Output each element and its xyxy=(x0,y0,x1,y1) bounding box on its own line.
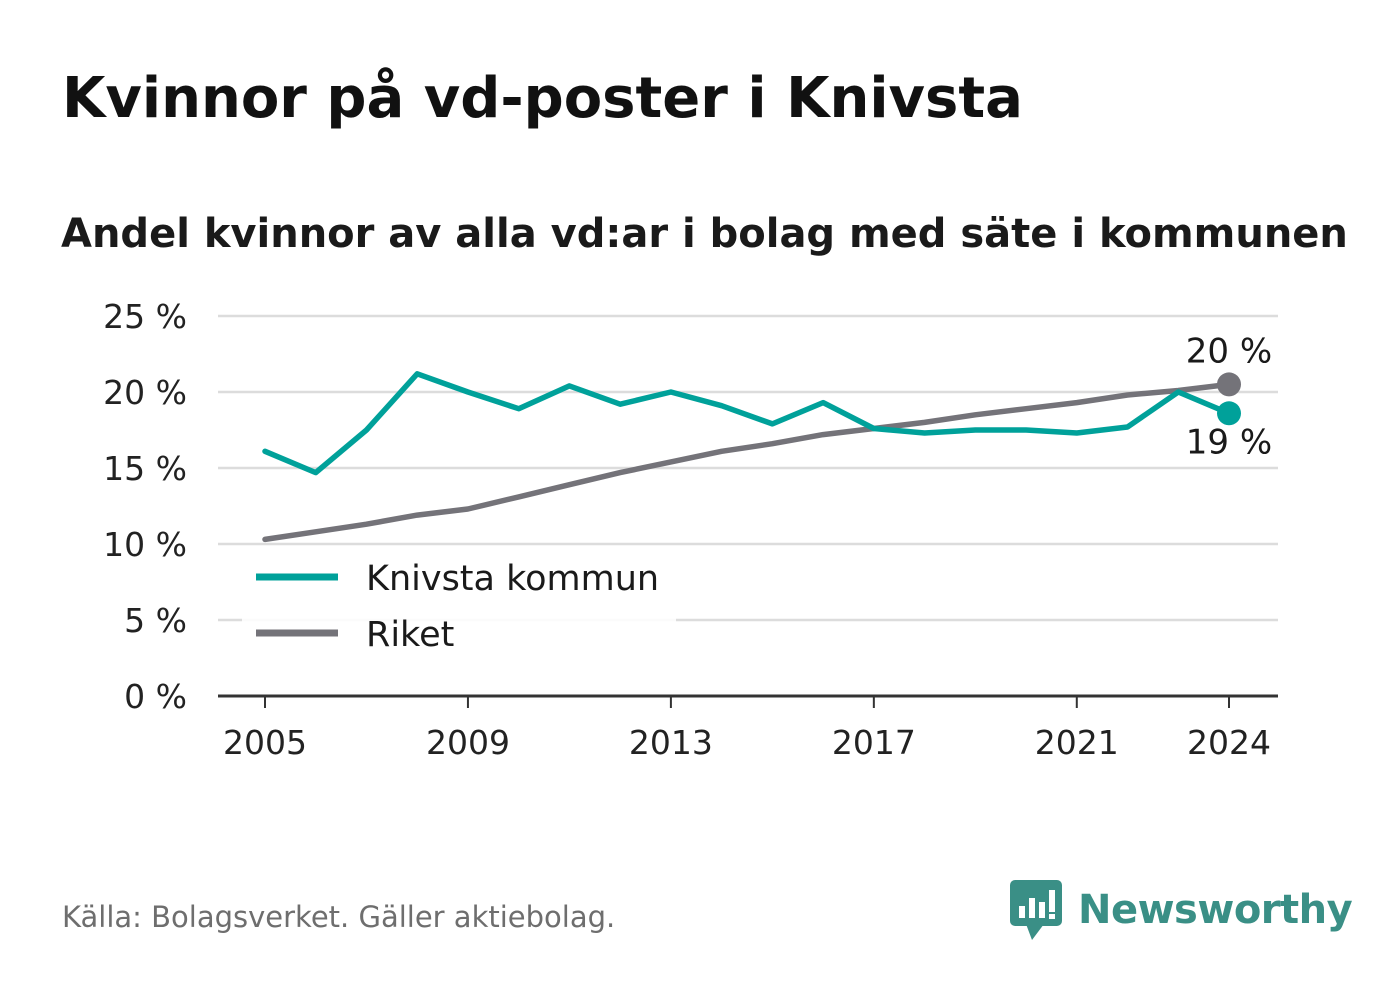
legend-label: Knivsta kommun xyxy=(366,559,659,599)
series-line-0 xyxy=(262,371,1232,476)
legend-label: Riket xyxy=(366,615,454,655)
series-line-1 xyxy=(262,381,1232,543)
line-chart: 0 %5 %10 %15 %20 %25 % 2005 2009 2013 2017 2… xyxy=(103,297,1278,762)
x-tick-label: 2024 xyxy=(1187,723,1271,762)
y-axis-ticks: 0 % 5 % 10 % 15 % 20 % 25 % xyxy=(103,297,187,716)
end-label: 20 % xyxy=(1186,331,1272,371)
x-tick-label: 2005 xyxy=(223,723,307,762)
legend-background xyxy=(242,546,676,664)
y-tick-label: 20 % xyxy=(103,373,187,412)
legend: Knivsta kommun Riket xyxy=(242,546,676,664)
y-tick-label: 25 % xyxy=(103,297,187,336)
x-tick-label: 2021 xyxy=(1035,723,1119,762)
end-label: 19 % xyxy=(1186,422,1272,462)
x-tick-label: 2009 xyxy=(426,723,510,762)
chart-title: Kvinnor på vd-poster i Knivsta xyxy=(62,66,1023,131)
x-axis-ticks: 2005 2009 2013 2017 2021 2024 xyxy=(218,694,1278,762)
y-tick-label: 15 % xyxy=(103,449,187,488)
series-end-point xyxy=(1217,401,1241,426)
newsworthy-logo-icon xyxy=(1010,880,1062,940)
end-labels: 19 % 20 % xyxy=(1186,331,1272,462)
x-tick-label: 2017 xyxy=(832,723,916,762)
y-tick-label: 0 % xyxy=(124,677,187,716)
chart-subtitle: Andel kvinnor av alla vd:ar i bolag med … xyxy=(61,211,1348,257)
y-tick-label: 5 % xyxy=(124,601,187,640)
series-end-point xyxy=(1217,372,1241,397)
y-tick-label: 10 % xyxy=(103,525,187,564)
source-note: Källa: Bolagsverket. Gäller aktiebolag. xyxy=(62,900,616,934)
brand-name: Newsworthy xyxy=(1078,887,1353,933)
brand-logo: Newsworthy xyxy=(1010,878,1353,942)
x-tick-label: 2013 xyxy=(629,723,713,762)
series-lines xyxy=(262,371,1241,543)
